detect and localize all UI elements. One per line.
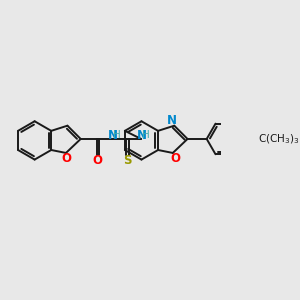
Text: O: O [62,152,72,165]
Text: H: H [142,130,150,140]
Text: O: O [171,152,181,165]
Text: S: S [123,154,131,167]
Text: N: N [167,114,177,127]
Text: O: O [93,154,103,167]
Text: H: H [113,130,121,140]
Text: C(CH$_3$)$_3$: C(CH$_3$)$_3$ [257,132,299,146]
Text: N: N [107,129,117,142]
Text: N: N [137,129,147,142]
